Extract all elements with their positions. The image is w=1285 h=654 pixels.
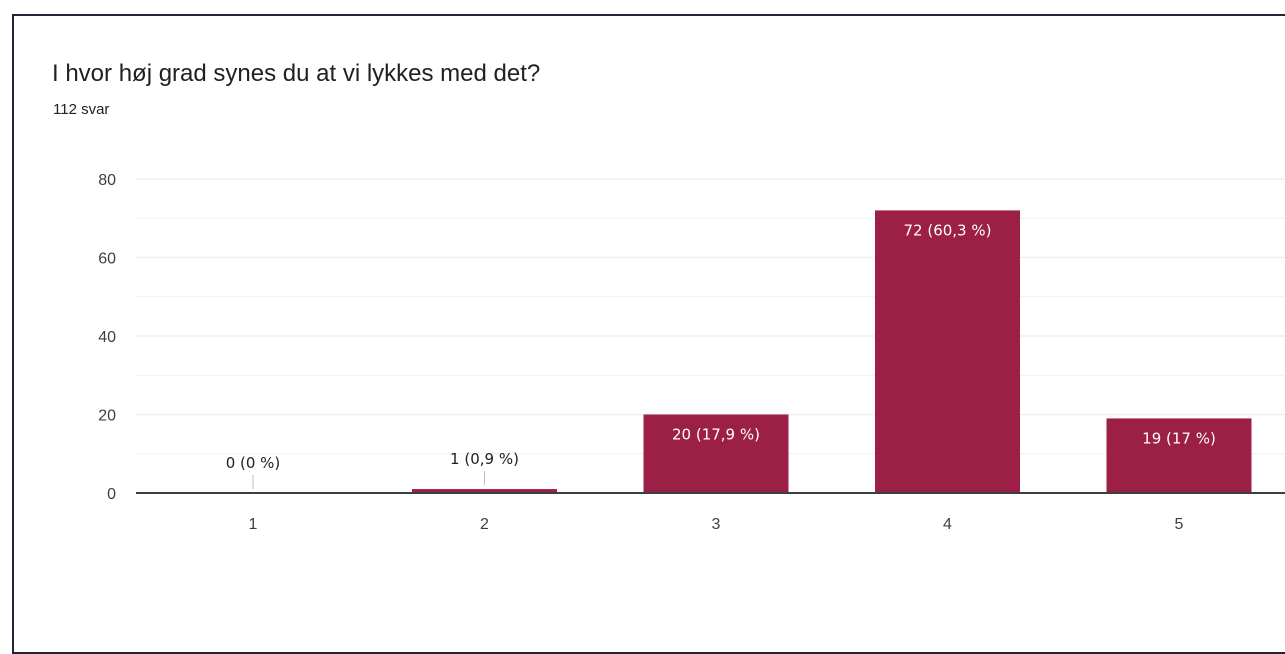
- gridlines: [136, 178, 1285, 455]
- x-tick-label: 5: [1175, 516, 1184, 533]
- x-tick-label: 4: [943, 516, 952, 533]
- data-labels: 0 (0 %) 1 (0,9 %) 20 (17,9 %) 72 (60,3 %) 19…: [226, 221, 1216, 489]
- bar: [412, 489, 557, 493]
- y-tick-label: 0: [107, 486, 116, 503]
- data-label: 0 (0 %): [226, 454, 281, 472]
- bar-chart: 0 20 40 60 80 1 2 3 4 5 0 (0 %) 1 (0,9 %) 20 (17,9…: [98, 172, 1285, 533]
- bar: [875, 210, 1020, 493]
- x-tick-label: 2: [480, 516, 489, 533]
- x-axis-ticks: 1 2 3 4 5: [249, 516, 1184, 533]
- y-tick-label: 80: [98, 172, 116, 189]
- y-tick-label: 60: [98, 251, 116, 268]
- y-tick-label: 40: [98, 329, 116, 346]
- data-label: 72 (60,3 %): [904, 221, 992, 239]
- bar: [1106, 418, 1252, 493]
- x-tick-label: 3: [712, 516, 721, 533]
- bars: [412, 210, 1252, 493]
- data-label: 19 (17 %): [1142, 429, 1216, 447]
- chart-card: [12, 14, 1285, 654]
- bar: [643, 414, 789, 493]
- x-tick-label: 1: [249, 516, 258, 533]
- data-label: 20 (17,9 %): [672, 426, 760, 444]
- y-tick-label: 20: [98, 408, 116, 425]
- response-count: 112 svar: [53, 101, 110, 118]
- data-label: 1 (0,9 %): [450, 450, 519, 468]
- y-axis-ticks: 0 20 40 60 80: [98, 172, 116, 503]
- chart-title: I hvor høj grad synes du at vi lykkes me…: [52, 60, 541, 87]
